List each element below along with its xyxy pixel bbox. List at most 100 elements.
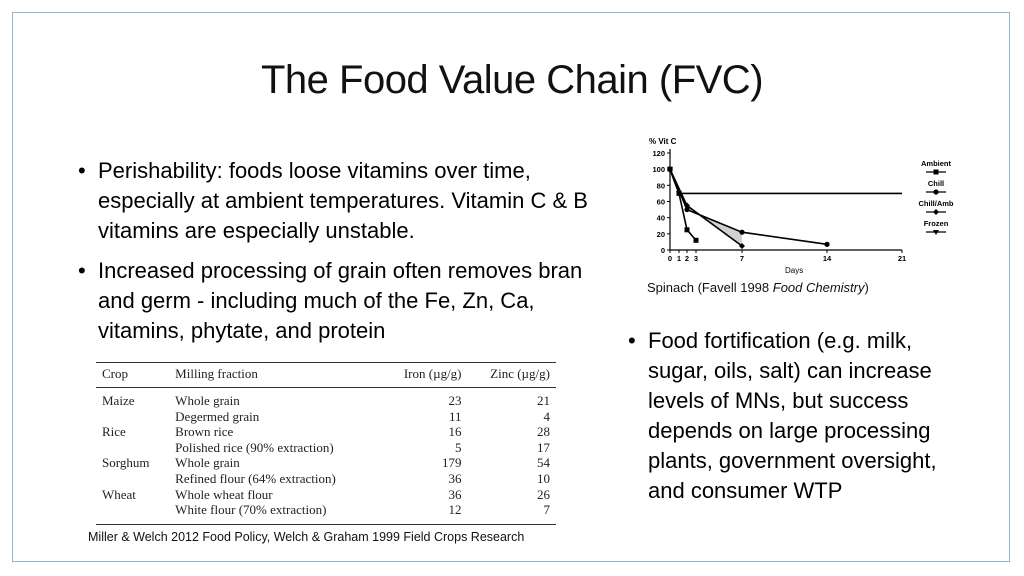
cell-zinc: 17: [537, 439, 550, 455]
cell-zinc: 21: [537, 393, 550, 408]
table-row: Degermed grain 11 4: [96, 409, 556, 425]
cell-fraction: Refined flour (64% extraction): [175, 470, 336, 486]
chart-x-tick-label: 14: [823, 254, 832, 263]
chart-legend-label: Frozen: [924, 219, 949, 228]
chart-x-tick-label: 21: [898, 254, 906, 263]
header-crop: Crop: [96, 362, 170, 388]
chart-point: [667, 167, 673, 173]
chart-series-frozen: [667, 167, 902, 197]
bullet-perishability: Perishability: foods loose vitamins over…: [76, 156, 616, 246]
bullet-grain-processing: Increased processing of grain often remo…: [76, 256, 616, 346]
table-row: Polished rice (90% extraction) 5 17: [96, 440, 556, 456]
header-iron: Iron (µg/g): [381, 362, 468, 388]
chart-series-lines: [667, 166, 902, 249]
chart-y-tick-label: 40: [657, 214, 665, 223]
cell-crop: [96, 502, 170, 525]
cell-iron: 12: [381, 502, 468, 525]
table-row: White flour (70% extraction) 12 7: [96, 502, 556, 525]
chart-legend: Ambient Chill Chill/Amb Frozen: [919, 159, 954, 235]
cell-fraction: Whole grain: [175, 393, 240, 408]
cell-iron: 179: [442, 455, 462, 471]
chart-y-tick-label: 0: [661, 246, 665, 255]
chart-ylabel: % Vit C: [649, 137, 677, 146]
chart-point: [933, 169, 939, 175]
chart-x-tick-label: 7: [740, 254, 744, 263]
table-row: Maize Whole grain 23 21: [96, 388, 556, 409]
chart-point: [676, 191, 682, 197]
chart-point: [693, 237, 699, 243]
chart-point: [933, 189, 939, 195]
chart-caption-prefix: Spinach (Favell 1998: [647, 280, 773, 295]
cell-iron: 23: [448, 393, 462, 408]
cell-fraction: Whole grain: [175, 455, 240, 471]
chart-shaded-area: [670, 169, 742, 246]
chart-x-tick-label: 3: [694, 254, 698, 263]
milling-table: Crop Milling fraction Iron (µg/g) Zinc (…: [96, 362, 556, 525]
chart-point: [684, 227, 690, 233]
chart-y-tick-label: 20: [657, 230, 665, 239]
chart-point: [824, 241, 830, 247]
table-row: Sorghum Whole grain 179 54: [96, 455, 556, 471]
cell-fraction: Brown rice: [175, 424, 234, 440]
cell-iron: 11: [448, 408, 462, 424]
chart-y-tick-label: 80: [657, 181, 665, 190]
cell-crop: [96, 440, 169, 456]
chart-point: [933, 230, 939, 235]
cell-zinc: 54: [537, 455, 550, 471]
chart-y-tick-label: 60: [657, 198, 665, 207]
bullet-food-fortification: Food fortification (e.g. milk, sugar, oi…: [626, 326, 956, 506]
chart-point: [739, 242, 745, 249]
cell-crop: Rice: [102, 424, 126, 440]
cell-zinc: 10: [537, 470, 550, 486]
chart-x-tick-label: 2: [685, 254, 689, 263]
chart-series-line: [669, 168, 828, 246]
cell-iron: 5: [455, 439, 462, 455]
table-row: Wheat Whole wheat flour 36 26: [96, 487, 556, 503]
chart-legend-label: Chill: [928, 179, 944, 188]
chart-point: [684, 202, 690, 209]
cell-fraction: White flour (70% extraction): [169, 502, 382, 525]
cell-crop: Sorghum: [102, 455, 150, 471]
chart-caption: Spinach (Favell 1998 Food Chemistry): [647, 280, 869, 295]
slide-frame: [12, 12, 1010, 562]
chart-legend-label: Chill/Amb: [919, 199, 954, 208]
cell-fraction: Degermed grain: [175, 408, 260, 424]
chart-point: [684, 206, 690, 213]
chart-legend-label: Ambient: [921, 159, 952, 168]
cell-iron: 36: [448, 486, 462, 502]
table-header-row: Crop Milling fraction Iron (µg/g) Zinc (…: [96, 362, 556, 388]
right-bullet-list: Food fortification (e.g. milk, sugar, oi…: [626, 326, 956, 506]
cell-zinc: 26: [537, 486, 550, 502]
chart-shaded-region: [670, 169, 742, 246]
chart-y-tick-label: 100: [652, 165, 665, 174]
cell-zinc: 4: [543, 408, 551, 424]
table-row: Rice Brown rice 16 28: [96, 424, 556, 440]
table-caption: Miller & Welch 2012 Food Policy, Welch &…: [88, 530, 525, 544]
cell-zinc: 7: [467, 502, 556, 525]
chart-x-tick-label: 1: [677, 254, 681, 263]
cell-fraction: Polished rice (90% extraction): [175, 439, 334, 455]
cell-crop: [96, 409, 169, 425]
table-row: Refined flour (64% extraction) 36 10: [96, 471, 556, 487]
chart-xlabel: Days: [785, 266, 803, 275]
chart-point: [739, 229, 745, 235]
chart-y-tick-label: 120: [652, 149, 665, 158]
cell-iron: 36: [448, 470, 462, 486]
left-bullet-list: Perishability: foods loose vitamins over…: [76, 156, 616, 356]
chart-caption-suffix: ): [864, 280, 869, 295]
chart-series-ambient: [667, 166, 699, 243]
chart-series-line: [669, 168, 902, 195]
cell-zinc: 28: [537, 424, 550, 440]
cell-crop: [96, 471, 169, 487]
chart-point: [933, 209, 939, 215]
header-milling-fraction: Milling fraction: [169, 362, 382, 388]
cell-iron: 16: [448, 424, 462, 440]
cell-crop: Wheat: [102, 486, 136, 502]
header-zinc: Zinc (µg/g): [467, 362, 556, 388]
cell-fraction: Whole wheat flour: [175, 486, 273, 502]
chart-caption-italic: Food Chemistry: [772, 280, 865, 295]
chart-x-tick-label: 0: [668, 254, 672, 263]
slide-title: The Food Value Chain (FVC): [260, 58, 764, 102]
